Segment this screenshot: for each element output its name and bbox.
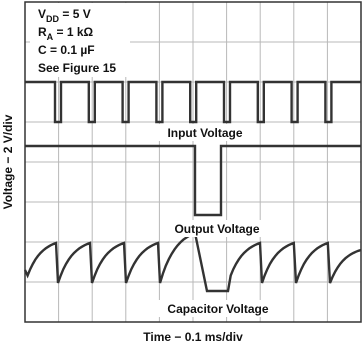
y-axis-label: Voltage − 2 V/div [1, 114, 15, 209]
condition-text: = 5 V [59, 7, 91, 21]
capacitor-trace [23, 231, 362, 293]
condition: RA = 1 kΩ [38, 25, 94, 42]
condition-text: R [38, 25, 47, 39]
label-bg [163, 220, 271, 237]
plot-frame [24, 1, 362, 323]
condition: See Figure 15 [38, 61, 116, 75]
condition: VDD = 5 V [38, 7, 91, 24]
input-trace [25, 80, 361, 124]
condition-text: See Figure 15 [38, 61, 116, 75]
input-label: Input Voltage [167, 126, 242, 140]
capacitor-label: Capacitor Voltage [167, 302, 268, 316]
condition: C = 0.1 µF [38, 43, 95, 57]
label-bg [155, 300, 281, 317]
conditions-box [30, 3, 130, 77]
x-axis-label: Time − 0.1 ms/div [143, 330, 243, 344]
output-trace [25, 144, 361, 217]
condition-text: C = 0.1 µF [38, 43, 95, 57]
condition-text: V [38, 7, 46, 21]
label-bg [158, 124, 252, 141]
condition-sub: DD [46, 14, 59, 24]
condition-sub: A [47, 32, 54, 42]
output-label: Output Voltage [174, 222, 259, 236]
condition-text: = 1 kΩ [53, 25, 93, 39]
